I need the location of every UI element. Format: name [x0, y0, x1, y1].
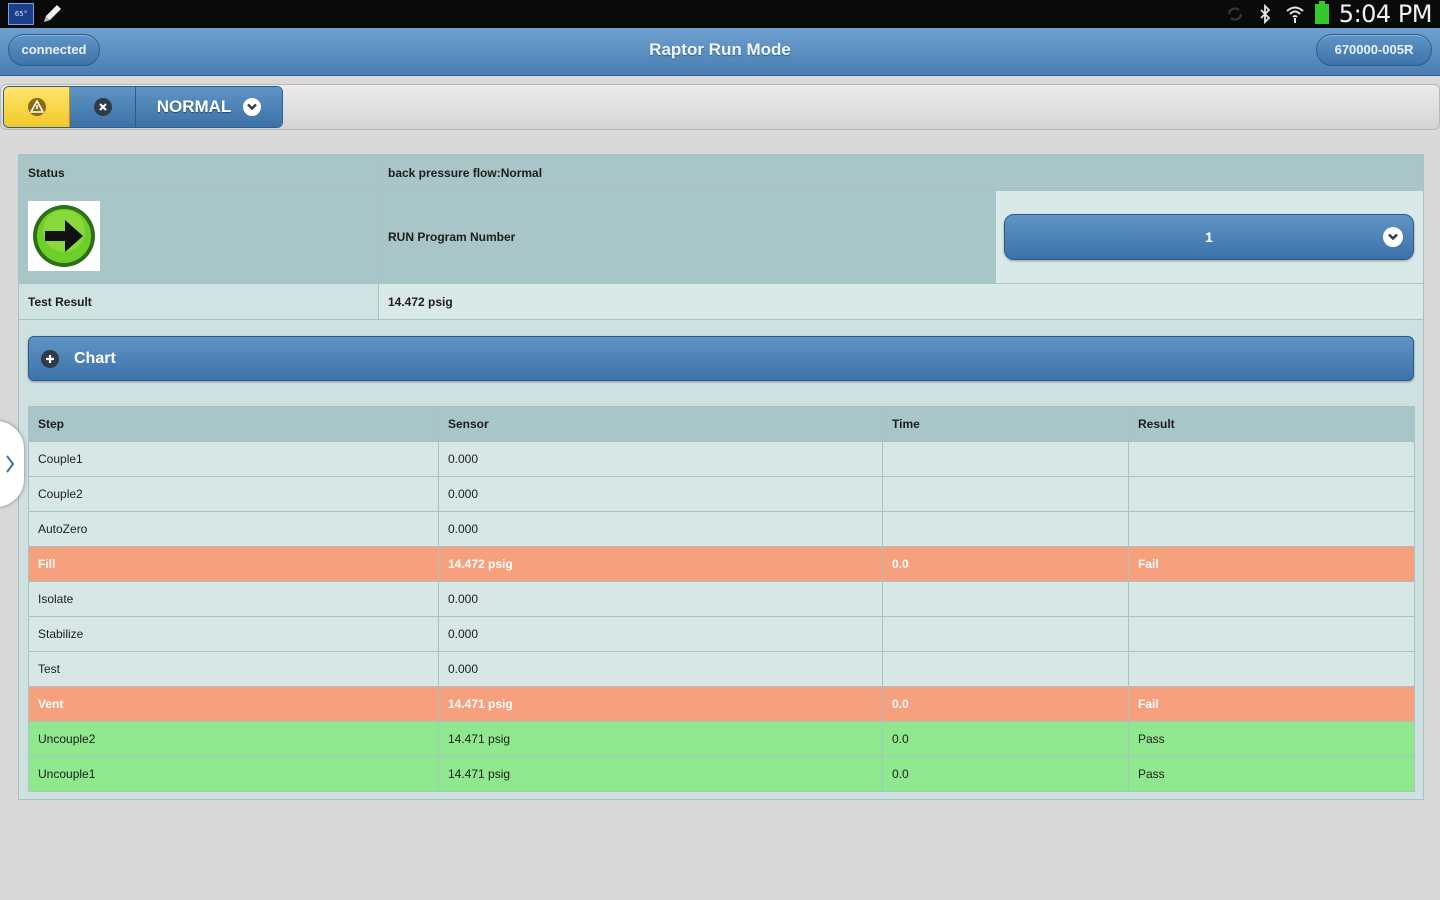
- cell-step: Fill: [28, 546, 439, 582]
- cell-sensor: 0.000: [438, 616, 883, 652]
- cell-step: Test: [28, 651, 439, 687]
- image-thumbnail-icon: 65°: [8, 3, 34, 25]
- bluetooth-icon: [1260, 4, 1271, 24]
- test-result-value: 14.472 psig: [379, 284, 1423, 320]
- cell-result: [1128, 651, 1415, 687]
- cell-time: [882, 616, 1129, 652]
- mode-label: NORMAL: [156, 97, 232, 116]
- cell-result: [1128, 616, 1415, 652]
- steps-table: Step Sensor Time Result Couple1 0.000 Coup…: [28, 406, 1415, 792]
- program-number-select[interactable]: 1: [1004, 214, 1414, 260]
- cell-sensor: 0.000: [438, 476, 883, 512]
- cell-time: [882, 581, 1129, 617]
- chart-toggle-label: Chart: [74, 350, 116, 367]
- program-number-value: 1: [1205, 229, 1213, 245]
- sync-icon: [1227, 7, 1242, 21]
- cell-time: [882, 476, 1129, 512]
- cell-time: [882, 511, 1129, 547]
- toolbar: NORMAL: [0, 84, 1440, 130]
- cell-sensor: 14.471 psig: [438, 686, 883, 722]
- column-header-result: Result: [1128, 406, 1415, 442]
- page-title: Raptor Run Mode: [649, 40, 791, 59]
- table-row[interactable]: Isolate 0.000: [28, 581, 1415, 617]
- clock-time: 5:04 PM: [1338, 0, 1433, 28]
- cell-time: [882, 441, 1129, 477]
- toolbar-button-group: NORMAL: [3, 86, 283, 128]
- cell-result: Pass: [1128, 721, 1415, 757]
- cell-time: 0.0: [882, 546, 1129, 582]
- cell-time: 0.0: [882, 756, 1129, 792]
- wifi-icon: [1286, 6, 1304, 23]
- table-row[interactable]: Test 0.000: [28, 651, 1415, 687]
- connection-status-button[interactable]: connected: [8, 34, 100, 66]
- test-result-label: Test Result: [19, 284, 379, 320]
- warning-button[interactable]: [4, 87, 70, 127]
- cell-sensor: 0.000: [438, 441, 883, 477]
- cell-time: 0.0: [882, 686, 1129, 722]
- close-icon: [93, 98, 112, 116]
- cell-result: [1128, 511, 1415, 547]
- cell-result: Fail: [1128, 546, 1415, 582]
- table-header-row: Step Sensor Time Result: [28, 406, 1415, 442]
- pencil-icon: [44, 5, 61, 22]
- table-row[interactable]: Couple2 0.000: [28, 476, 1415, 512]
- mode-select-button[interactable]: NORMAL: [136, 87, 282, 127]
- cell-sensor: 0.000: [438, 651, 883, 687]
- arrow-right-icon: [33, 205, 95, 267]
- cell-sensor: 0.000: [438, 511, 883, 547]
- column-header-time: Time: [882, 406, 1129, 442]
- run-start-button[interactable]: [28, 201, 100, 271]
- cell-result: [1128, 581, 1415, 617]
- table-row[interactable]: Stabilize 0.000: [28, 616, 1415, 652]
- cell-step: Stabilize: [28, 616, 439, 652]
- cell-sensor: 14.472 psig: [438, 546, 883, 582]
- table-row[interactable]: Uncouple1 14.471 psig 0.0 Pass: [28, 756, 1415, 792]
- chevron-down-icon: [1383, 227, 1403, 247]
- side-panel-toggle[interactable]: [0, 421, 24, 507]
- cell-step: Uncouple2: [28, 721, 439, 757]
- cell-result: Pass: [1128, 756, 1415, 792]
- cell-result: [1128, 441, 1415, 477]
- cell-step: Vent: [28, 686, 439, 722]
- run-info-panel: Status back pressure flow:Normal RUN Pro…: [18, 154, 1424, 800]
- cell-result: Fail: [1128, 686, 1415, 722]
- cell-step: Couple2: [28, 476, 439, 512]
- app-header: connected Raptor Run Mode 670000-005R: [0, 28, 1440, 76]
- column-header-sensor: Sensor: [438, 406, 883, 442]
- table-row[interactable]: AutoZero 0.000: [28, 511, 1415, 547]
- device-id-button[interactable]: 670000-005R: [1316, 34, 1432, 66]
- cell-time: 0.0: [882, 721, 1129, 757]
- cell-sensor: 14.471 psig: [438, 721, 883, 757]
- close-button[interactable]: [70, 87, 136, 127]
- cell-result: [1128, 476, 1415, 512]
- chart-collapsible-toggle[interactable]: Chart: [28, 336, 1414, 381]
- table-row[interactable]: Couple1 0.000: [28, 441, 1415, 477]
- cell-step: AutoZero: [28, 511, 439, 547]
- status-value: back pressure flow:Normal: [379, 155, 1423, 191]
- cell-time: [882, 651, 1129, 687]
- plus-icon: [41, 350, 59, 368]
- cell-step: Couple1: [28, 441, 439, 477]
- table-row[interactable]: Fill 14.472 psig 0.0 Fail: [28, 546, 1415, 582]
- cell-step: Isolate: [28, 581, 439, 617]
- cell-step: Uncouple1: [28, 756, 439, 792]
- chevron-right-icon: [6, 455, 15, 473]
- cell-sensor: 14.471 psig: [438, 756, 883, 792]
- program-number-label: RUN Program Number: [379, 191, 996, 284]
- table-row[interactable]: Vent 14.471 psig 0.0 Fail: [28, 686, 1415, 722]
- status-label: Status: [19, 155, 379, 191]
- table-row[interactable]: Uncouple2 14.471 psig 0.0 Pass: [28, 721, 1415, 757]
- battery-icon: [1314, 1, 1329, 24]
- cell-sensor: 0.000: [438, 581, 883, 617]
- column-header-step: Step: [28, 406, 439, 442]
- chevron-down-icon: [243, 98, 262, 116]
- warning-icon: [27, 98, 46, 116]
- status-bar: 65° 5:04 PM: [0, 0, 1440, 28]
